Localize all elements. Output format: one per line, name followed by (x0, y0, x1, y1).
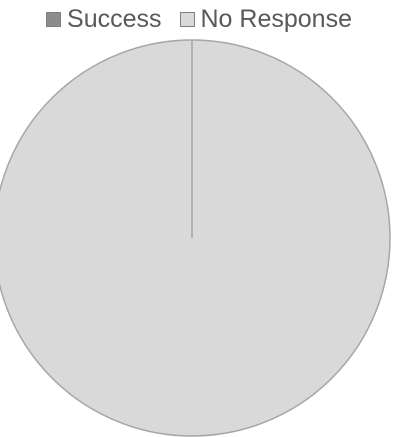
legend-swatch-no-response (179, 11, 195, 27)
legend-item-no-response: No Response (179, 4, 352, 34)
legend-swatch-success (46, 11, 62, 27)
legend-item-success: Success (46, 4, 162, 34)
legend-label-no-response: No Response (200, 5, 352, 33)
pie-slice-no-response (0, 39, 391, 437)
legend-label-success: Success (67, 5, 162, 33)
chart-legend: Success No Response (0, 4, 398, 34)
